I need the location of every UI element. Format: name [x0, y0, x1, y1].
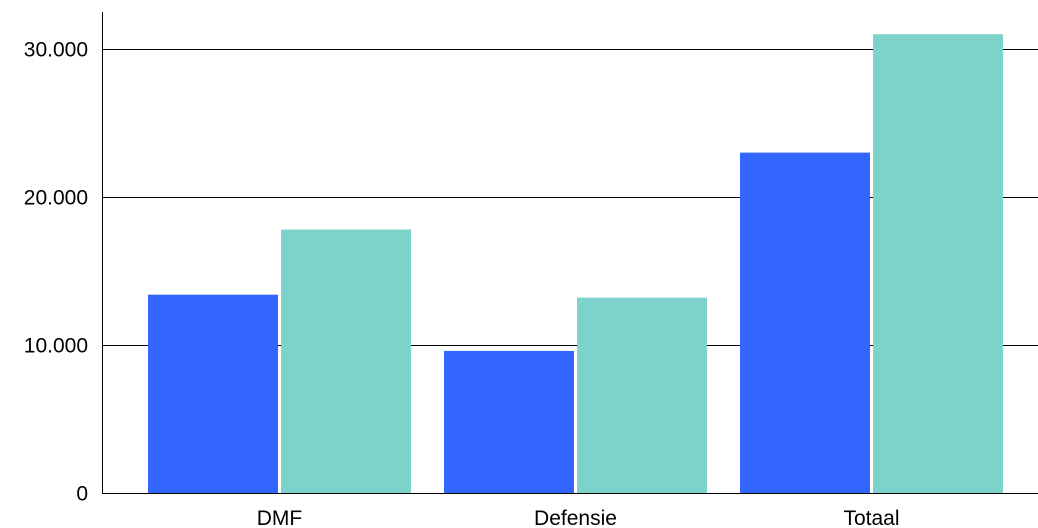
bar-totaal-series-2 [873, 34, 1003, 493]
bar-defensie-series-2 [577, 297, 707, 493]
x-category-label: Totaal [843, 507, 899, 528]
axes [102, 12, 1038, 494]
y-tick-label: 10.000 [24, 335, 88, 358]
bar-defensie-series-1 [444, 350, 574, 493]
bars [148, 34, 1003, 493]
y-tick-label: 0 [76, 483, 88, 506]
x-category-labels: DMF Defensie Totaal [257, 507, 900, 528]
x-category-label: DMF [257, 507, 303, 528]
x-category-label: Defensie [534, 507, 617, 528]
y-tick-label: 20.000 [24, 187, 88, 210]
bar-dmf-series-1 [148, 294, 278, 493]
y-tick-label: 30.000 [24, 39, 88, 62]
y-tick-labels: 0 10.000 20.000 30.000 [24, 39, 88, 506]
bar-totaal-series-1 [740, 152, 870, 493]
bar-dmf-series-2 [281, 229, 411, 493]
